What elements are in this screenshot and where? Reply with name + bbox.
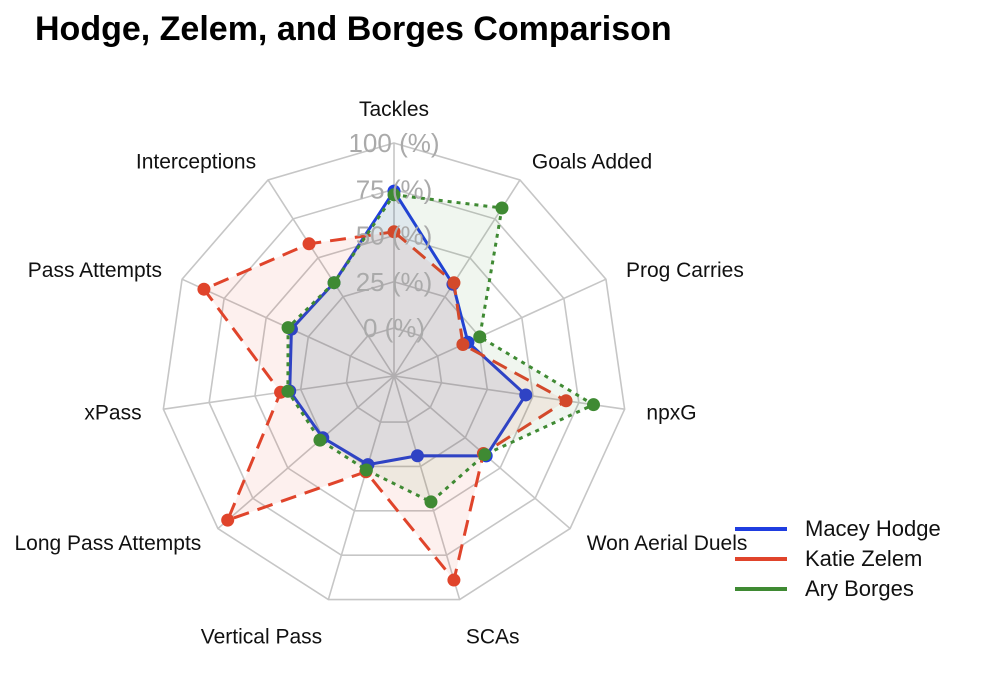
axis-label-vertical-pass: Vertical Pass: [201, 626, 322, 649]
series-area-ary-borges: [287, 194, 594, 502]
legend-item-macey-hodge: Macey Hodge: [735, 514, 941, 544]
point-ary-borges-long-pass-attempts: [313, 433, 327, 447]
grid-label-75: 75 (%): [356, 174, 433, 204]
point-ary-borges-xpass: [281, 384, 295, 398]
point-katie-zelem-prog-carries: [456, 338, 470, 352]
point-katie-zelem-interceptions: [302, 237, 316, 251]
radar-series: [197, 184, 600, 587]
grid-label-25: 25 (%): [356, 267, 433, 297]
legend-item-katie-zelem: Katie Zelem: [735, 544, 941, 574]
series-area-katie-zelem: [203, 231, 567, 581]
point-ary-borges-scas: [424, 495, 438, 509]
chart-title: Hodge, Zelem, and Borges Comparison: [35, 10, 672, 48]
point-katie-zelem-npxg: [559, 394, 573, 408]
point-ary-borges-vertical-pass: [359, 463, 373, 477]
legend: Macey Hodge Katie Zelem Ary Borges: [735, 514, 941, 604]
grid-ring-25: [299, 280, 489, 468]
grid-spoke-vertical-pass: [327, 375, 395, 600]
axis-label-goals-added: Goals Added: [532, 150, 652, 173]
axis-label-long-pass-attempts: Long Pass Attempts: [15, 532, 202, 555]
series-line-macey-hodge: [288, 189, 528, 467]
grid-spoke-prog-carries: [393, 278, 607, 377]
legend-item-ary-borges: Ary Borges: [735, 574, 941, 604]
point-macey-hodge-npxg: [519, 388, 533, 402]
grid-spoke-npxg: [393, 375, 625, 410]
grid-ring-100: [162, 142, 626, 601]
legend-swatch-ary-borges: [735, 587, 787, 591]
point-katie-zelem-goals-added: [447, 276, 461, 290]
axis-label-won-aerial-duels: Won Aerial Duels: [587, 532, 748, 555]
point-katie-zelem-long-pass-attempts: [221, 513, 235, 527]
radar-axis-labels: Tackles Goals Added Prog Carries npxG Won Ae…: [15, 98, 748, 649]
legend-label-katie-zelem: Katie Zelem: [805, 546, 923, 571]
grid-label-100: 100 (%): [348, 128, 439, 158]
axis-label-scas: SCAs: [466, 626, 520, 649]
legend-swatch-katie-zelem: [735, 557, 787, 561]
point-katie-zelem-pass-attempts: [197, 282, 211, 296]
axis-label-pass-attempts: Pass Attempts: [28, 259, 162, 282]
grid-spoke-long-pass-attempts: [217, 375, 395, 530]
series-line-ary-borges: [286, 193, 595, 504]
point-macey-hodge-scas: [410, 449, 424, 463]
legend-label-macey-hodge: Macey Hodge: [805, 516, 941, 541]
grid-ring-0: [345, 327, 443, 423]
point-ary-borges-npxg: [586, 398, 600, 412]
axis-label-tackles: Tackles: [359, 98, 429, 121]
axis-label-prog-carries: Prog Carries: [626, 259, 744, 282]
grid-label-50: 50 (%): [356, 221, 433, 251]
point-ary-borges-prog-carries: [473, 330, 487, 344]
radar-grid-labels: 0 (%) 25 (%) 50 (%) 75 (%) 100 (%): [348, 128, 439, 343]
grid-spoke-scas: [393, 375, 461, 600]
point-ary-borges-won-aerial-duels: [478, 448, 492, 462]
grid-ring-75: [208, 188, 580, 556]
point-ary-borges-pass-attempts: [281, 321, 295, 335]
legend-label-ary-borges: Ary Borges: [805, 576, 914, 601]
grid-label-0: 0 (%): [363, 313, 425, 343]
axis-label-npxg: npxG: [646, 401, 696, 424]
legend-swatch-macey-hodge: [735, 527, 787, 531]
point-katie-zelem-tackles: [387, 225, 401, 239]
point-ary-borges-goals-added: [495, 201, 509, 215]
axis-label-interceptions: Interceptions: [136, 150, 256, 173]
series-line-katie-zelem: [202, 230, 568, 582]
point-ary-borges-interceptions: [327, 276, 341, 290]
point-katie-zelem-scas: [447, 573, 461, 587]
series-area-macey-hodge: [289, 191, 526, 465]
point-ary-borges-tackles: [387, 188, 401, 202]
axis-label-xpass: xPass: [84, 401, 141, 424]
grid-ring-50: [254, 234, 534, 512]
